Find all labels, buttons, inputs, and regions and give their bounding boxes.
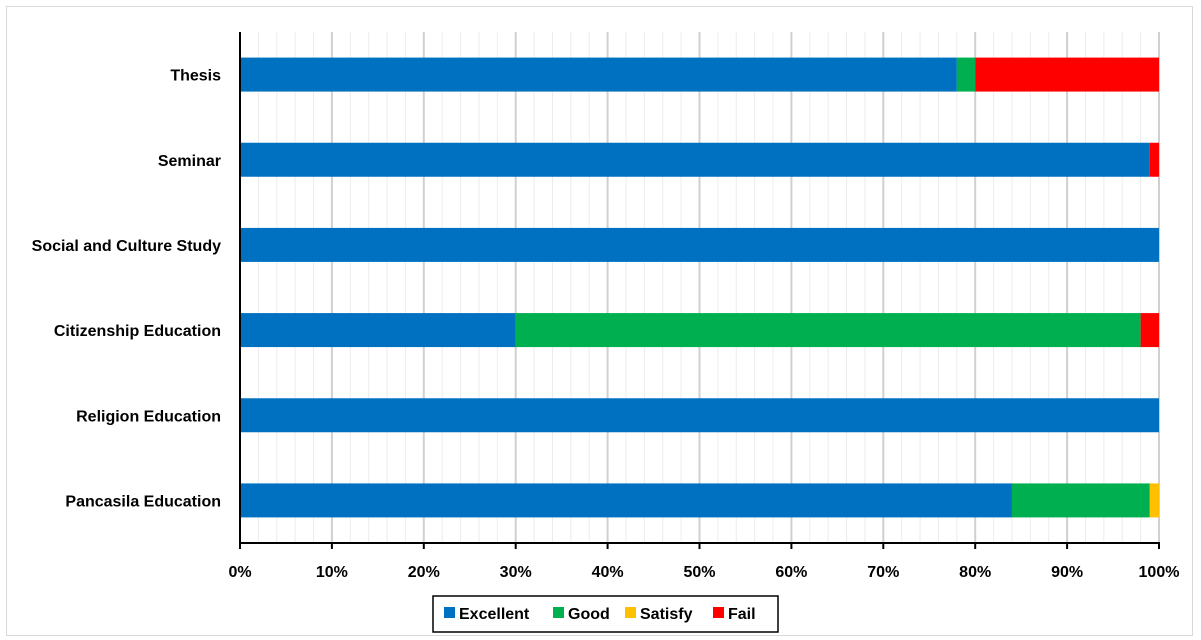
x-tick-label: 80% (959, 564, 991, 581)
legend-swatch-good (553, 607, 564, 618)
x-tick-label: 50% (683, 564, 715, 581)
bar-excellent-seminar (240, 142, 1150, 177)
category-label: Pancasila Education (65, 493, 221, 510)
category-label: Seminar (158, 153, 221, 170)
legend-label-fail: Fail (728, 606, 756, 623)
category-label: Social and Culture Study (32, 238, 221, 255)
category-label: Religion Education (76, 408, 221, 425)
x-tick-label: 10% (316, 564, 348, 581)
category-label: Citizenship Education (54, 323, 221, 340)
legend-label-good: Good (568, 606, 610, 623)
x-tick-label: 100% (1139, 564, 1180, 581)
legend-swatch-fail (713, 607, 724, 618)
bar-good-thesis (956, 57, 976, 92)
bar-fail-thesis (975, 57, 1159, 92)
legend-label-satisfy: Satisfy (640, 606, 693, 623)
bar-excellent-religion-education (240, 398, 1159, 433)
x-tick-label: 90% (1051, 564, 1083, 581)
bar-excellent-thesis (240, 57, 957, 92)
bar-fail-citizenship-education (1140, 313, 1159, 348)
bar-fail-seminar (1149, 142, 1159, 177)
legend-swatch-satisfy (625, 607, 636, 618)
x-tick-label: 40% (592, 564, 624, 581)
bar-excellent-citizenship-education (240, 313, 516, 348)
x-tick-label: 60% (775, 564, 807, 581)
x-tick-label: 0% (228, 564, 251, 581)
legend-label-excellent: Excellent (459, 606, 530, 623)
bar-good-pancasila-education (1011, 483, 1150, 518)
x-tick-label: 70% (867, 564, 899, 581)
bar-good-citizenship-education (515, 313, 1141, 348)
bar-excellent-pancasila-education (240, 483, 1012, 518)
category-label: Thesis (170, 68, 221, 85)
legend-swatch-excellent (444, 607, 455, 618)
x-tick-label: 20% (408, 564, 440, 581)
x-tick-label: 30% (500, 564, 532, 581)
bar-satisfy-pancasila-education (1149, 483, 1159, 518)
bar-excellent-social-and-culture-study (240, 227, 1159, 262)
